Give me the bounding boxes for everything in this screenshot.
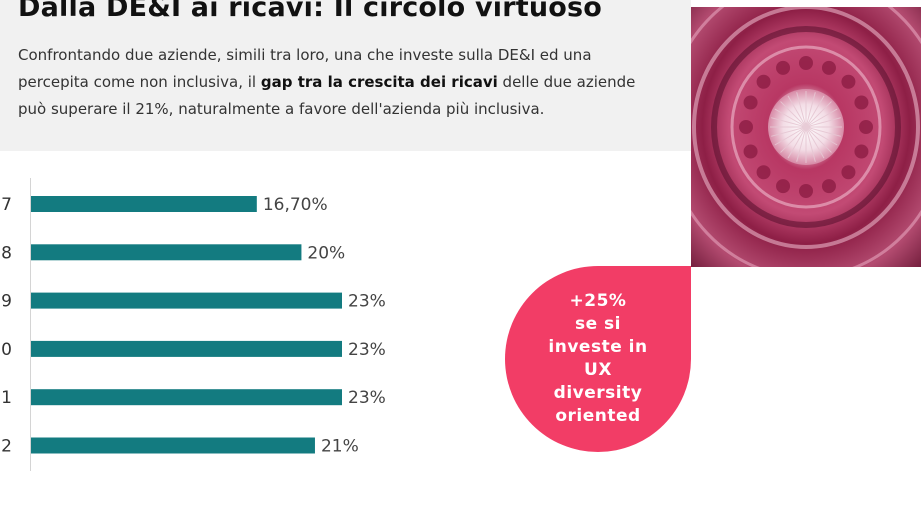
revenue-gap-bar-chart: 7 16,70% 8 20% 9 23% 0 23% 21 23% 2 21% (0, 195, 386, 457)
value-label: 23% (348, 340, 386, 360)
value-label: 23% (348, 292, 386, 312)
intro-text-highlight: gap tra la crescita dei ricavi (260, 73, 498, 91)
bar (31, 340, 342, 357)
category-label: 9 (1, 292, 12, 312)
category-label: 7 (1, 195, 12, 215)
value-label: 21% (321, 437, 359, 457)
category-label: 21 (0, 388, 12, 408)
value-label: 23% (348, 388, 386, 408)
value-label: 20% (307, 243, 345, 263)
intro-text-end: delle due aziende può superare il 21%, n… (18, 73, 636, 118)
intro-text-start: Confrontando due aziende, simili tra lor… (18, 46, 592, 91)
header-background (0, 0, 691, 151)
value-label: 16,70% (263, 195, 328, 215)
ux-diversity-badge: +25% se si investe in UX diversity orien… (505, 266, 691, 452)
category-label: 0 (1, 340, 12, 360)
intro-paragraph: Confrontando due aziende, simili tra lor… (18, 42, 658, 123)
bar (31, 196, 257, 212)
bar (31, 437, 315, 454)
ornamental-dome-image (691, 7, 921, 267)
bar (31, 244, 302, 261)
category-label: 2 (1, 437, 12, 457)
category-label: 8 (1, 243, 12, 263)
bar (31, 389, 342, 406)
chart-axis-line (30, 178, 31, 471)
bar (31, 292, 342, 309)
page-title: Dalla DE&I ai ricavi: Il circolo virtuos… (18, 0, 603, 23)
badge-text: +25% se si investe in UX diversity orien… (548, 291, 648, 426)
